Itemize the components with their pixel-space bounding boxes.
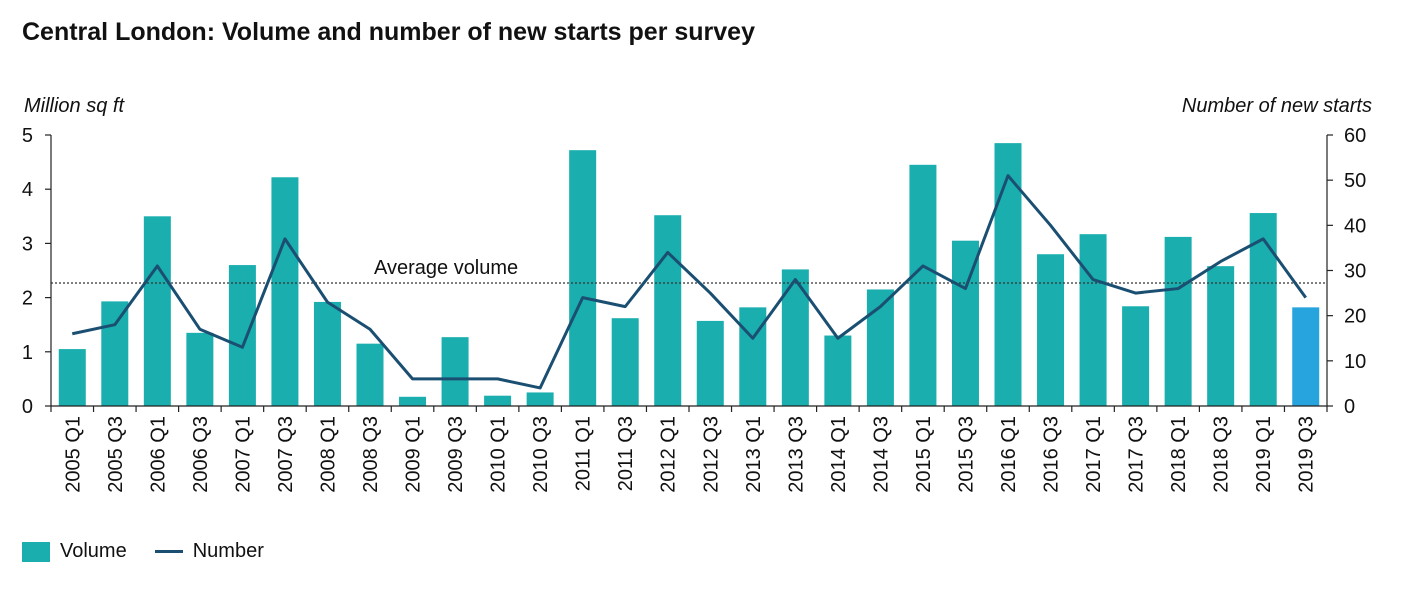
volume-bar — [696, 320, 724, 406]
x-tick-label: 2015 Q1 — [913, 416, 935, 493]
x-tick-label: 2017 Q1 — [1083, 416, 1105, 493]
x-tick-label: 2019 Q1 — [1253, 416, 1275, 493]
volume-bar — [526, 392, 554, 406]
x-tick-label: 2010 Q3 — [530, 416, 552, 493]
volume-bar — [781, 269, 809, 406]
left-tick-label: 3 — [22, 233, 33, 255]
bars-group — [58, 143, 1320, 406]
volume-bar — [654, 215, 682, 406]
volume-bar — [1164, 236, 1192, 406]
volume-bar — [101, 301, 129, 406]
x-tick-label: 2006 Q1 — [147, 416, 169, 493]
right-tick-label: 30 — [1344, 261, 1366, 283]
left-tick-label: 2 — [22, 288, 33, 310]
x-tick-label: 2011 Q3 — [615, 416, 637, 491]
volume-bar — [186, 332, 214, 406]
x-tick-label: 2005 Q1 — [62, 416, 84, 493]
x-tick-label: 2006 Q3 — [190, 416, 212, 493]
x-tick-label: 2015 Q3 — [955, 416, 977, 493]
x-tick-label: 2013 Q1 — [743, 416, 765, 493]
volume-bar — [228, 265, 256, 406]
volume-bar — [271, 177, 299, 406]
chart-title: Central London: Volume and number of new… — [22, 18, 755, 46]
left-tick-label: 1 — [22, 342, 33, 364]
volume-bar — [399, 396, 427, 406]
legend-number-label: Number — [192, 540, 264, 562]
reference-line-group: Average volume — [51, 257, 1327, 284]
chart: Million sq ft Number of new starts Avera… — [22, 95, 1372, 493]
x-tick-label: 2013 Q3 — [785, 416, 807, 493]
x-tick-label: 2009 Q1 — [403, 416, 425, 493]
x-tick-label: 2018 Q3 — [1211, 416, 1233, 493]
volume-bar — [909, 164, 937, 406]
x-tick-label: 2007 Q3 — [275, 416, 297, 493]
right-tick-label: 60 — [1344, 125, 1366, 147]
x-tick-label: 2008 Q1 — [317, 416, 339, 493]
x-tick-label: 2014 Q1 — [828, 416, 850, 493]
x-tick-label: 2008 Q3 — [360, 416, 382, 493]
x-tick-label: 2010 Q1 — [488, 416, 510, 493]
right-tick-label: 0 — [1344, 396, 1355, 418]
x-tick-label: 2007 Q1 — [232, 416, 254, 493]
left-tick-label: 5 — [22, 125, 33, 147]
number-line-group — [71, 174, 1307, 390]
legend-number-swatch — [154, 550, 183, 553]
legend-volume-label: Volume — [60, 540, 127, 562]
x-tick-label: 2014 Q3 — [870, 416, 892, 493]
volume-bar — [1249, 213, 1277, 406]
x-tick-label: 2016 Q1 — [998, 416, 1020, 493]
volume-bar — [441, 337, 469, 406]
volume-bar — [143, 216, 171, 406]
right-tick-label: 20 — [1344, 306, 1366, 328]
volume-bar — [58, 349, 86, 406]
right-axis-label: Number of new starts — [1182, 95, 1372, 117]
left-axis-label: Million sq ft — [24, 95, 125, 117]
volume-bar — [739, 307, 767, 406]
right-tick-label: 10 — [1344, 351, 1366, 373]
x-tick-label: 2012 Q1 — [658, 416, 680, 493]
volume-bar — [1207, 266, 1235, 406]
x-tick-label: 2009 Q3 — [445, 416, 467, 493]
x-tick-label: 2016 Q3 — [1041, 416, 1063, 493]
x-tick-label: 2017 Q3 — [1126, 416, 1148, 493]
right-tick-label: 40 — [1344, 215, 1366, 237]
x-tick-label: 2019 Q3 — [1296, 416, 1318, 493]
legend-volume-swatch — [22, 541, 50, 562]
right-tick-label: 50 — [1344, 170, 1366, 192]
volume-bar — [356, 343, 384, 406]
volume-bar — [1079, 234, 1107, 406]
x-tick-label: 2005 Q3 — [105, 416, 127, 493]
x-tick-label: 2018 Q1 — [1168, 416, 1190, 493]
volume-bar — [866, 289, 894, 406]
volume-bar — [1037, 254, 1065, 406]
number-series-line — [71, 174, 1307, 390]
volume-bar — [313, 301, 341, 406]
average-volume-label: Average volume — [374, 257, 518, 279]
x-tick-label: 2012 Q3 — [700, 416, 722, 493]
volume-bar — [484, 395, 512, 406]
left-tick-label: 4 — [22, 179, 33, 201]
volume-bar — [1122, 306, 1150, 406]
volume-bar — [824, 335, 852, 406]
volume-bar — [569, 150, 597, 406]
volume-bar — [1292, 307, 1320, 406]
legend: Volume Number — [22, 540, 264, 563]
volume-bar — [994, 143, 1022, 406]
left-tick-label: 0 — [22, 396, 33, 418]
volume-bar — [611, 318, 639, 406]
x-tick-label: 2011 Q1 — [573, 416, 595, 491]
